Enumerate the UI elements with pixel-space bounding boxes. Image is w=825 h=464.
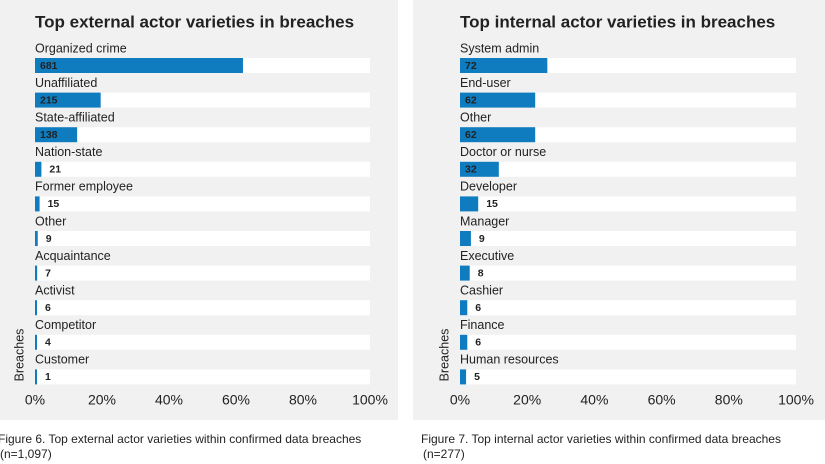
category-label: Human resources bbox=[460, 353, 559, 367]
caption: Figure 7. Top internal actor varieties w… bbox=[421, 432, 781, 446]
bar-track bbox=[35, 127, 370, 143]
bar-track bbox=[460, 265, 796, 281]
bar bbox=[460, 161, 499, 177]
x-tick-label: 100% bbox=[778, 392, 814, 408]
category-label: Other bbox=[460, 110, 491, 124]
bar bbox=[460, 92, 536, 108]
value-label: 72 bbox=[465, 60, 477, 72]
category-label: Activist bbox=[35, 283, 75, 297]
bar-track bbox=[35, 161, 370, 177]
caption: (n=1,097) bbox=[0, 447, 52, 461]
bar-track bbox=[460, 127, 796, 143]
x-tick-label: 60% bbox=[222, 392, 250, 408]
value-label: 21 bbox=[49, 164, 61, 176]
x-tick-label: 0% bbox=[450, 392, 470, 408]
category-label: Executive bbox=[460, 249, 514, 263]
value-label: 15 bbox=[486, 198, 498, 210]
bar bbox=[35, 161, 42, 177]
category-label: Finance bbox=[460, 318, 505, 332]
x-tick-label: 60% bbox=[648, 392, 676, 408]
category-label: Nation-state bbox=[35, 145, 102, 159]
chart-title: Top internal actor varieties in breaches bbox=[460, 12, 775, 31]
bar-track bbox=[35, 334, 370, 350]
bar bbox=[460, 369, 467, 385]
category-label: Other bbox=[35, 214, 66, 228]
category-label: State-affiliated bbox=[35, 110, 115, 124]
category-label: System admin bbox=[460, 41, 539, 55]
value-label: 62 bbox=[465, 94, 477, 106]
bar bbox=[460, 231, 471, 246]
chart-title: Top external actor varieties in breaches bbox=[35, 12, 354, 31]
value-label: 1 bbox=[45, 371, 51, 383]
category-label: Competitor bbox=[35, 318, 96, 332]
x-tick-label: 40% bbox=[580, 392, 608, 408]
category-label: Former employee bbox=[35, 180, 133, 194]
value-label: 6 bbox=[475, 302, 481, 314]
bar bbox=[460, 127, 536, 143]
value-label: 32 bbox=[465, 164, 477, 176]
category-label: End-user bbox=[460, 76, 511, 90]
bar bbox=[35, 334, 37, 350]
bar bbox=[460, 265, 470, 281]
category-label: Cashier bbox=[460, 283, 503, 297]
value-label: 9 bbox=[479, 233, 485, 245]
bar bbox=[460, 196, 479, 212]
bar bbox=[35, 196, 40, 212]
value-label: 681 bbox=[40, 60, 58, 72]
value-label: 4 bbox=[45, 337, 51, 349]
bar-track bbox=[460, 161, 796, 177]
bar-track bbox=[35, 265, 370, 281]
caption: Figure 6. Top external actor varieties w… bbox=[0, 432, 361, 446]
category-label: Developer bbox=[460, 180, 517, 194]
value-label: 6 bbox=[45, 302, 51, 314]
bar bbox=[35, 300, 37, 316]
bar bbox=[35, 127, 78, 143]
bar-track bbox=[35, 196, 370, 212]
value-label: 5 bbox=[474, 371, 480, 383]
category-label: Unaffiliated bbox=[35, 76, 97, 90]
bar bbox=[460, 300, 468, 316]
category-label: Acquaintance bbox=[35, 249, 111, 263]
bar-track bbox=[460, 196, 796, 212]
value-label: 138 bbox=[40, 129, 58, 141]
value-label: 215 bbox=[40, 94, 58, 106]
category-label: Manager bbox=[460, 214, 509, 228]
bar bbox=[35, 58, 243, 73]
x-tick-label: 80% bbox=[715, 392, 743, 408]
bar-track bbox=[460, 369, 796, 385]
bar-track bbox=[460, 92, 796, 108]
x-tick-label: 100% bbox=[352, 392, 388, 408]
category-label: Customer bbox=[35, 353, 89, 367]
bar-track bbox=[460, 300, 796, 316]
caption: (n=277) bbox=[423, 447, 465, 461]
y-axis-label: Breaches bbox=[12, 329, 26, 382]
value-label: 9 bbox=[46, 233, 52, 245]
bar-track bbox=[35, 300, 370, 316]
value-label: 8 bbox=[478, 267, 484, 279]
bar-track bbox=[35, 92, 370, 108]
value-label: 15 bbox=[48, 198, 60, 210]
bar bbox=[35, 231, 38, 246]
bar-track bbox=[460, 231, 796, 246]
bar-track bbox=[460, 334, 796, 350]
value-label: 6 bbox=[475, 337, 481, 349]
bar-track bbox=[35, 231, 370, 246]
category-label: Organized crime bbox=[35, 41, 127, 55]
bar bbox=[460, 334, 468, 350]
value-label: 62 bbox=[465, 129, 477, 141]
bar-track bbox=[35, 369, 370, 385]
x-tick-label: 40% bbox=[155, 392, 183, 408]
bar bbox=[35, 265, 38, 281]
x-tick-label: 80% bbox=[289, 392, 317, 408]
x-tick-label: 20% bbox=[513, 392, 541, 408]
x-tick-label: 0% bbox=[25, 392, 45, 408]
bar bbox=[35, 369, 37, 385]
bar bbox=[35, 92, 101, 108]
bar bbox=[460, 58, 548, 73]
value-label: 7 bbox=[45, 267, 51, 279]
x-tick-label: 20% bbox=[88, 392, 116, 408]
category-label: Doctor or nurse bbox=[460, 145, 546, 159]
y-axis-label: Breaches bbox=[437, 329, 451, 382]
